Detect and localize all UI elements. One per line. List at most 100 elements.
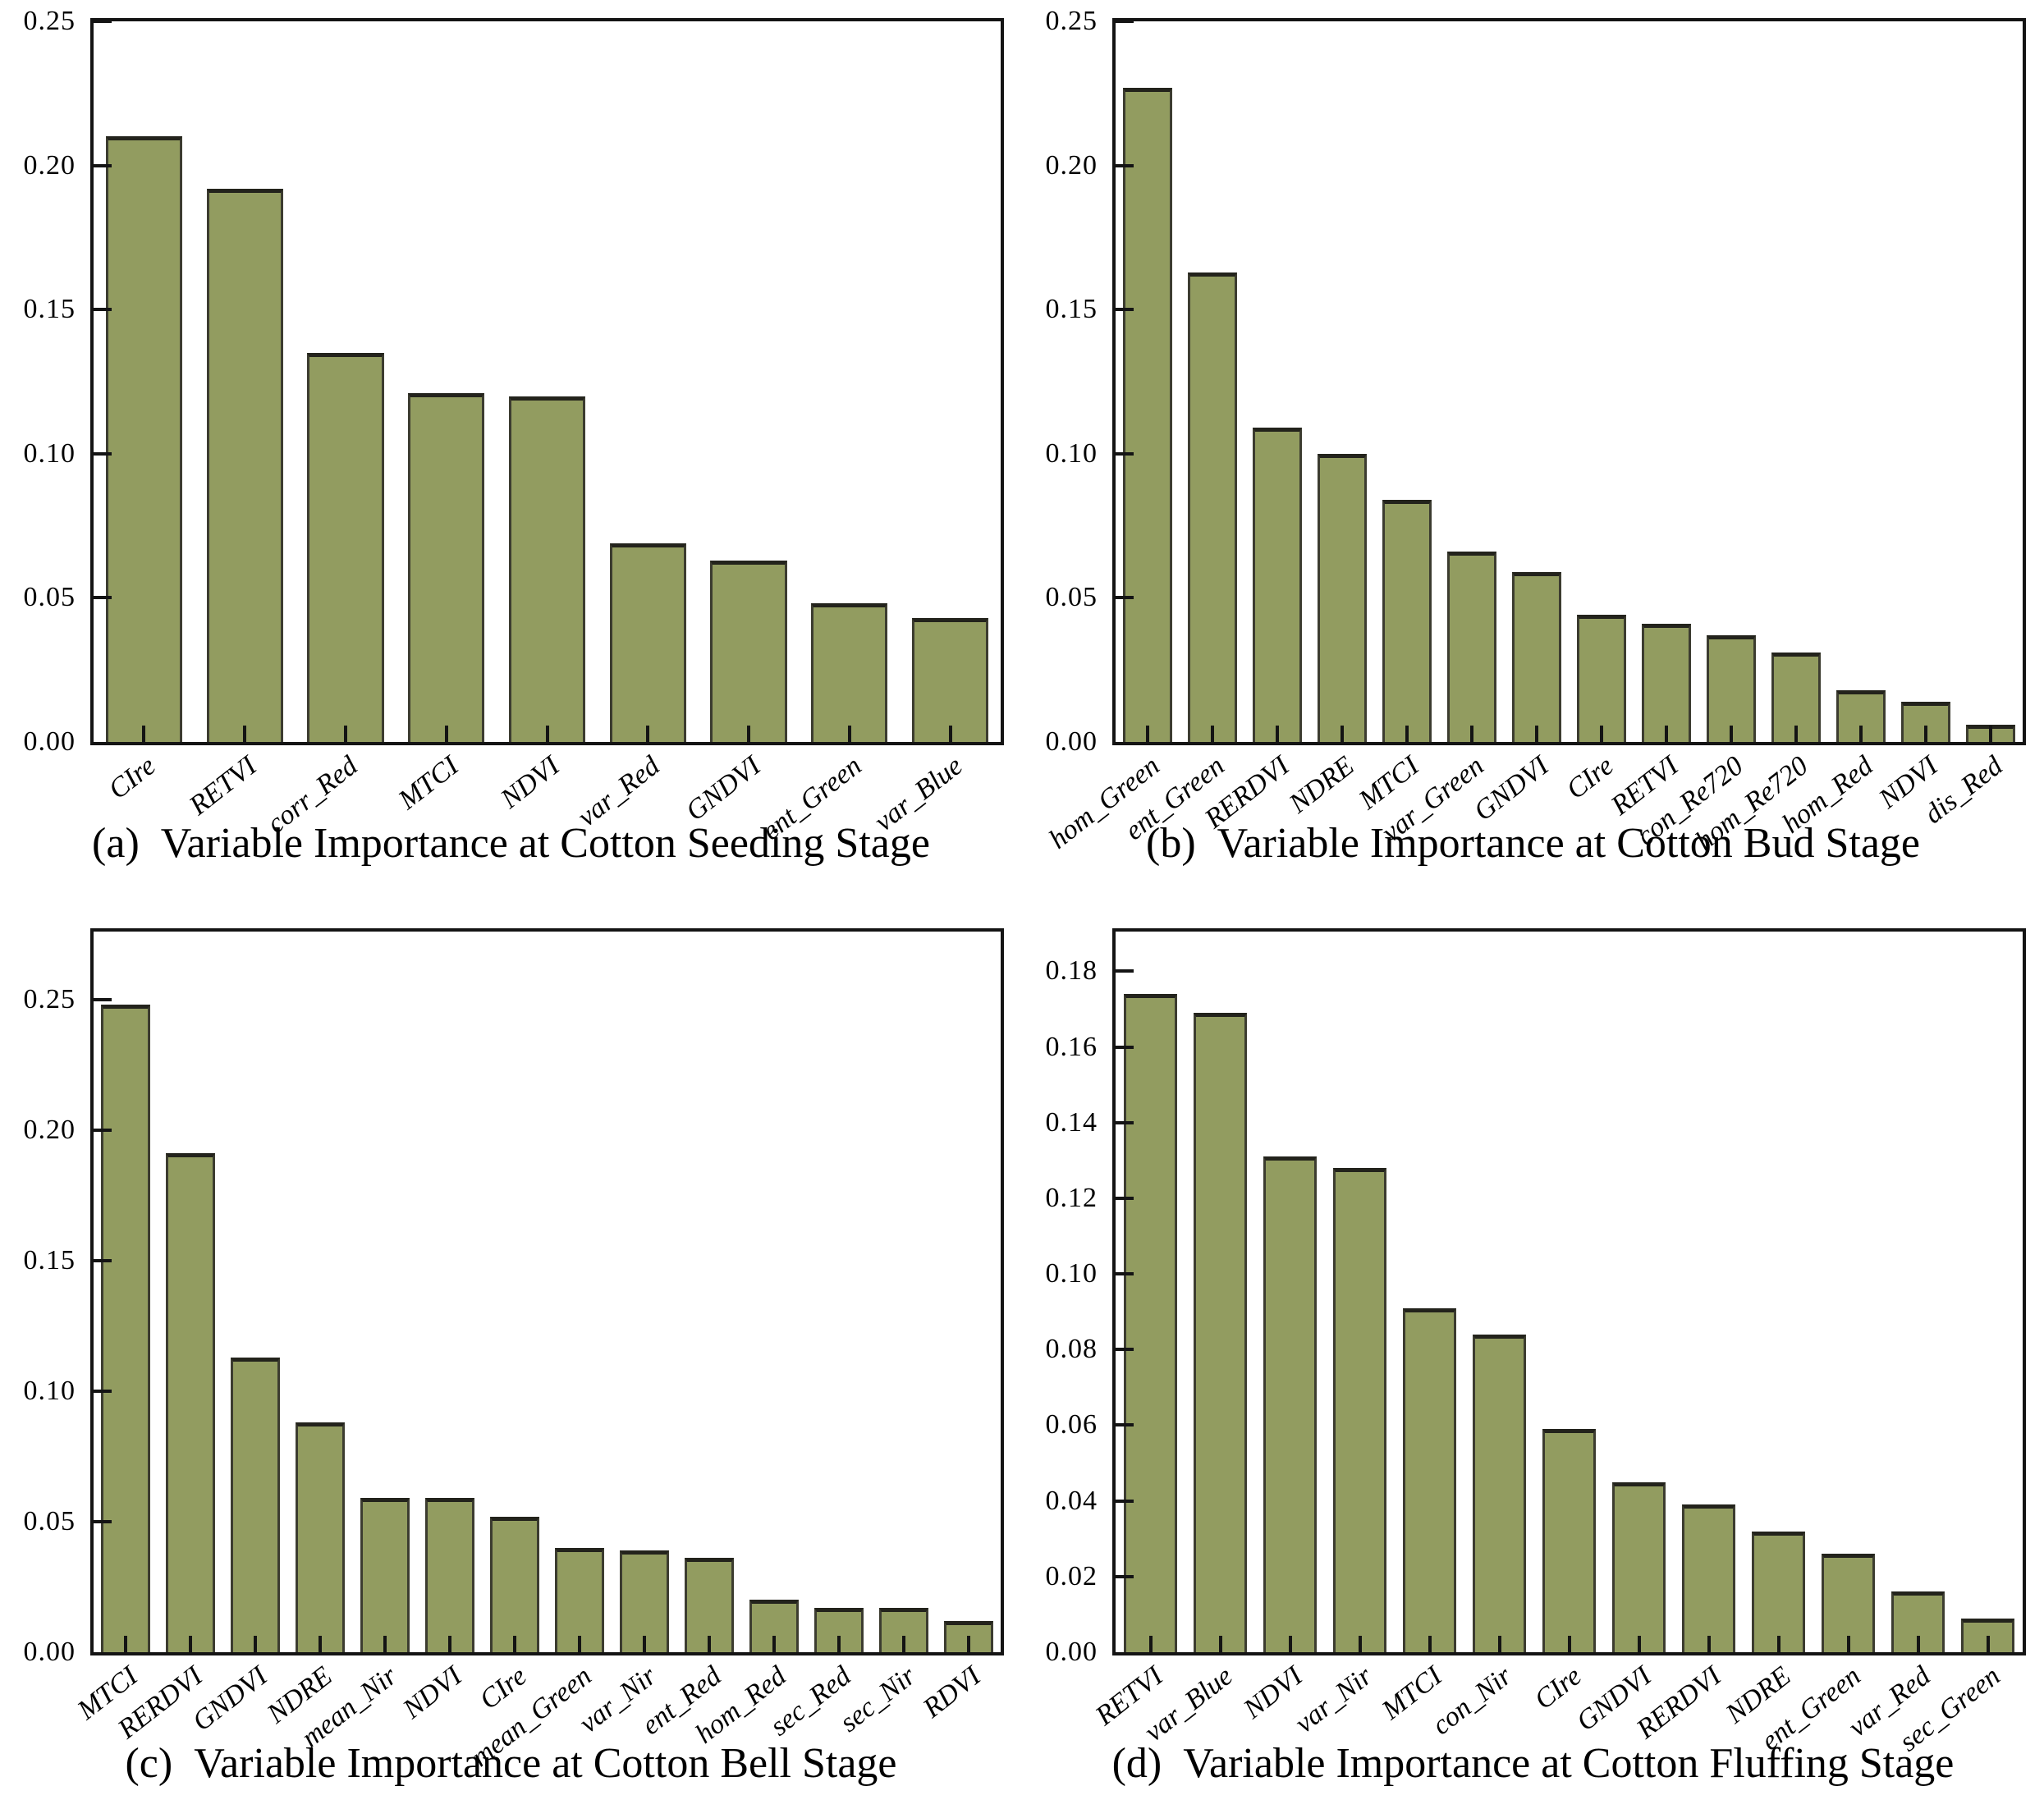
bar-CIre	[1542, 1429, 1596, 1652]
bar-var_Blue	[1194, 1013, 1247, 1652]
y-tick	[94, 308, 112, 312]
x-tick	[1535, 726, 1539, 742]
y-tick-label: 0.15	[23, 294, 76, 325]
y-tick	[94, 1258, 112, 1262]
x-tick	[577, 1636, 581, 1652]
y-tick-label: 0.25	[23, 6, 76, 36]
y-tick-label: 0.00	[23, 1637, 76, 1667]
plot-area	[1112, 928, 2026, 1655]
y-tick-label: 0.00	[1045, 726, 1098, 757]
y-tick	[1116, 596, 1134, 600]
y-tick	[1116, 1120, 1134, 1124]
x-tick	[1794, 726, 1798, 742]
caption-a: (a) Variable Importance at Cotton Seeding…	[0, 819, 1022, 868]
panel-a: 0.00 0.05 0.10 0.15 0.20 0.25 CIre RETVI corr_R…	[0, 0, 1022, 884]
x-tick	[966, 1636, 970, 1652]
caption-c: (c) Variable Importance at Cotton Bell St…	[0, 1739, 1022, 1788]
x-tick	[1211, 726, 1215, 742]
y-tick	[1116, 1423, 1134, 1427]
bar-MTCI	[1403, 1307, 1456, 1652]
x-tick	[1637, 1636, 1641, 1652]
bar-NDRE	[296, 1422, 346, 1652]
bar-mean_Nir	[360, 1498, 410, 1652]
x-tick	[1470, 726, 1474, 742]
x-tick	[1916, 1636, 1920, 1652]
x-tick	[1729, 726, 1733, 742]
y-tick-label: 0.15	[23, 1244, 76, 1275]
y-tick	[1116, 1272, 1134, 1276]
bar-CIre	[105, 136, 183, 742]
bar-CIre	[490, 1516, 540, 1652]
x-tick	[343, 726, 347, 742]
bar-RETVI	[1124, 994, 1177, 1652]
bar-con_Re720	[1706, 635, 1756, 742]
bar-RETVI	[1641, 624, 1691, 742]
bar-RERDVI	[1682, 1504, 1735, 1652]
y-tick-label: 0.25	[1045, 6, 1098, 36]
caption-index: (d)	[1111, 1740, 1162, 1787]
y-tick-label: 0.12	[1045, 1182, 1098, 1213]
bar-NDVI	[1900, 701, 1950, 742]
x-tick	[319, 1636, 323, 1652]
x-tick	[189, 1636, 193, 1652]
x-tick	[1846, 1636, 1850, 1652]
caption-index: (c)	[125, 1740, 173, 1787]
bar-ent_Green	[1188, 272, 1238, 742]
y-tick	[94, 997, 112, 1001]
x-tick	[1497, 1636, 1501, 1652]
y-tick	[1116, 1196, 1134, 1200]
y-tick-label: 0.20	[1045, 149, 1098, 181]
bar-ent_Green	[811, 603, 888, 742]
x-tick	[836, 1636, 841, 1652]
panel-c: 0.00 0.05 0.10 0.15 0.20 0.25 MTCI RERDVI GNDVI…	[0, 884, 1022, 1818]
y-tick	[1116, 308, 1134, 312]
y-tick-label: 0.20	[23, 1114, 76, 1145]
x-tick	[444, 726, 448, 742]
panel-b: 0.00 0.05 0.10 0.15 0.20 0.25 hom_Green ent_Gr…	[1022, 0, 2044, 884]
y-tick	[1116, 1045, 1134, 1049]
x-tick	[948, 726, 952, 742]
caption-index: (a)	[92, 820, 140, 867]
plot-area	[1112, 18, 2026, 745]
x-tick	[1218, 1636, 1222, 1652]
bar-mean_Green	[554, 1547, 604, 1652]
y-tick-label: 0.25	[23, 983, 76, 1014]
x-tick	[1707, 1636, 1711, 1652]
x-tick	[1358, 1636, 1362, 1652]
caption-text: Variable Importance at Cotton Bud Stage	[1217, 820, 1920, 867]
y-axis: 0.00 0.05 0.10 0.15 0.20 0.25	[1022, 7, 1109, 756]
y-tick-label: 0.02	[1045, 1560, 1098, 1591]
bar-NDVI	[1263, 1156, 1317, 1652]
y-tick	[94, 1389, 112, 1393]
x-tick	[1776, 1636, 1780, 1652]
bar-hom_Red	[749, 1600, 799, 1652]
y-tick-label: 0.10	[1045, 1258, 1098, 1289]
bar-RERDVI	[1253, 428, 1303, 742]
bar-con_Nir	[1473, 1334, 1526, 1652]
x-tick	[1405, 726, 1409, 742]
y-tick-label: 0.10	[23, 437, 76, 469]
y-tick-label: 0.20	[23, 149, 76, 181]
x-tick	[1664, 726, 1668, 742]
y-tick	[94, 596, 112, 600]
y-tick	[94, 1519, 112, 1523]
y-axis: 0.00 0.05 0.10 0.15 0.20 0.25	[0, 7, 87, 756]
y-tick-label: 0.05	[1045, 582, 1098, 613]
chart-seeding-stage: 0.00 0.05 0.10 0.15 0.20 0.25 CIre RETVI corr_R…	[0, 0, 1022, 884]
y-tick-label: 0.00	[1045, 1637, 1098, 1667]
panel-d: 0.00 0.02 0.04 0.06 0.08 0.10 0.12 0.14 0.16 0.18…	[1022, 884, 2044, 1818]
x-tick	[1858, 726, 1863, 742]
bar-hom_Green	[1123, 87, 1173, 742]
x-tick	[1923, 726, 1927, 742]
caption-text: Variable Importance at Cotton Seeding St…	[160, 820, 930, 867]
bar-NDVI	[508, 396, 586, 742]
y-tick-label: 0.15	[1045, 294, 1098, 325]
chart-bud-stage: 0.00 0.05 0.10 0.15 0.20 0.25 hom_Green ent_Gr…	[1022, 0, 2044, 884]
x-tick	[1567, 1636, 1571, 1652]
x-tick	[901, 1636, 905, 1652]
bar-RERDVI	[166, 1153, 216, 1652]
x-tick	[1148, 1636, 1153, 1652]
y-tick-label: 0.08	[1045, 1334, 1098, 1365]
bar-NDRE	[1752, 1531, 1805, 1652]
x-tick	[1428, 1636, 1432, 1652]
